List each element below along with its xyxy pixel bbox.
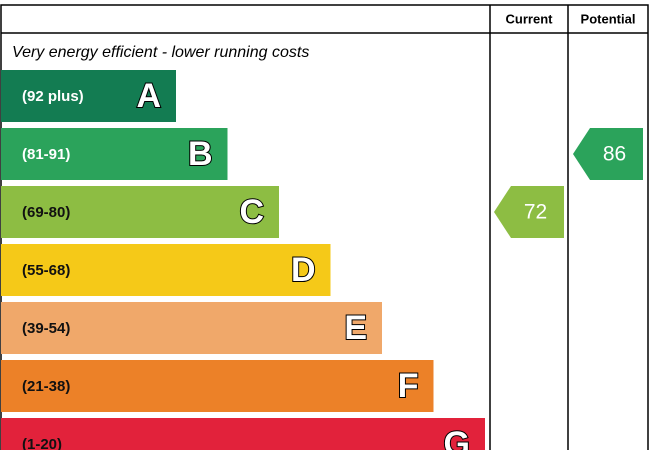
band-letter: E [344,309,367,347]
band-range: (1-20) [22,436,62,450]
band-bar [1,244,331,296]
top-note: Very energy efficient - lower running co… [12,44,309,61]
band-bar [1,418,485,450]
band-bar [1,302,382,354]
band-bar [1,360,434,412]
band-bar [1,128,228,180]
band-letter: G [444,425,470,450]
band-letter: B [188,135,213,173]
band-bar [1,186,279,238]
band-letter: F [398,367,419,405]
band-range: (69-80) [22,204,70,221]
band-bar [1,70,176,122]
band-range: (92 plus) [22,88,84,105]
band-range: (55-68) [22,262,70,279]
band-letter: D [291,251,316,289]
band-range: (21-38) [22,378,70,395]
rating-value: 72 [524,201,547,224]
rating-arrow [573,128,643,180]
band-letter: A [136,77,161,115]
band-range: (81-91) [22,146,70,163]
column-header: Current [506,11,554,26]
column-header: Potential [581,11,636,26]
rating-arrow [494,186,564,238]
band-range: (39-54) [22,320,70,337]
rating-value: 86 [603,143,626,166]
band-letter: C [239,193,264,231]
